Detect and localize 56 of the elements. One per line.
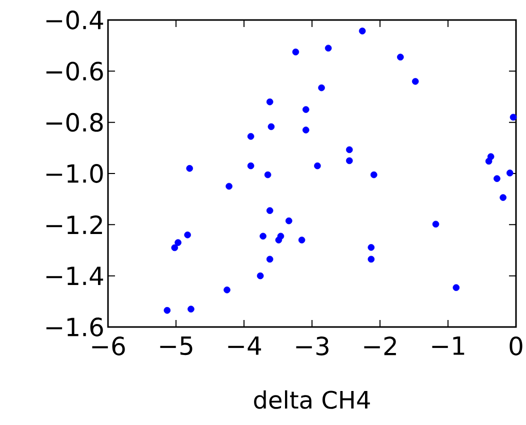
point <box>346 146 353 154</box>
x-tick-label: −3 <box>296 336 328 356</box>
x-tick-label: −6 <box>92 336 125 356</box>
point <box>174 239 182 246</box>
point <box>368 244 375 251</box>
point <box>171 244 178 252</box>
point <box>256 272 264 280</box>
point <box>302 126 310 134</box>
point <box>485 158 492 165</box>
point <box>260 232 266 240</box>
point <box>500 194 506 201</box>
point <box>346 157 353 164</box>
x-tick-label: −1 <box>432 336 464 355</box>
point <box>184 232 191 238</box>
point <box>368 256 375 263</box>
x-tick-label: 0 <box>510 336 522 356</box>
y-tick-label: −1.6 <box>46 318 103 336</box>
x-axis-title: delta CH4 <box>254 390 370 409</box>
point <box>266 98 274 106</box>
point <box>510 114 517 121</box>
point <box>412 78 419 85</box>
point <box>275 236 282 244</box>
point <box>318 84 325 92</box>
point <box>292 48 300 56</box>
point <box>314 162 321 170</box>
point <box>298 236 306 244</box>
point <box>247 133 254 140</box>
y-tick-label: −1.2 <box>46 215 102 234</box>
x-tick-label: −2 <box>364 336 396 356</box>
y-tick-label: −0.8 <box>46 112 103 132</box>
point <box>247 162 254 170</box>
point <box>358 28 366 34</box>
point <box>370 171 378 178</box>
point <box>285 217 292 224</box>
point <box>506 170 514 176</box>
point <box>188 306 194 312</box>
x-tick-label: −5 <box>160 336 192 356</box>
y-tick-label: −1.4 <box>46 266 104 285</box>
point <box>224 286 230 294</box>
y-tick-label: −0.6 <box>46 62 103 81</box>
point <box>226 182 232 190</box>
point <box>164 306 171 314</box>
y-tick-label: −0.4 <box>46 10 104 30</box>
point <box>268 123 275 130</box>
point <box>432 220 440 228</box>
point <box>452 284 460 292</box>
point <box>494 175 500 182</box>
point <box>266 207 274 214</box>
x-tick-label: −4 <box>228 336 262 355</box>
point <box>186 164 193 172</box>
y-tick-label: −1.0 <box>46 164 103 183</box>
point <box>264 171 272 178</box>
point <box>397 54 404 60</box>
point <box>324 44 332 52</box>
point <box>266 256 274 263</box>
point <box>302 106 310 113</box>
